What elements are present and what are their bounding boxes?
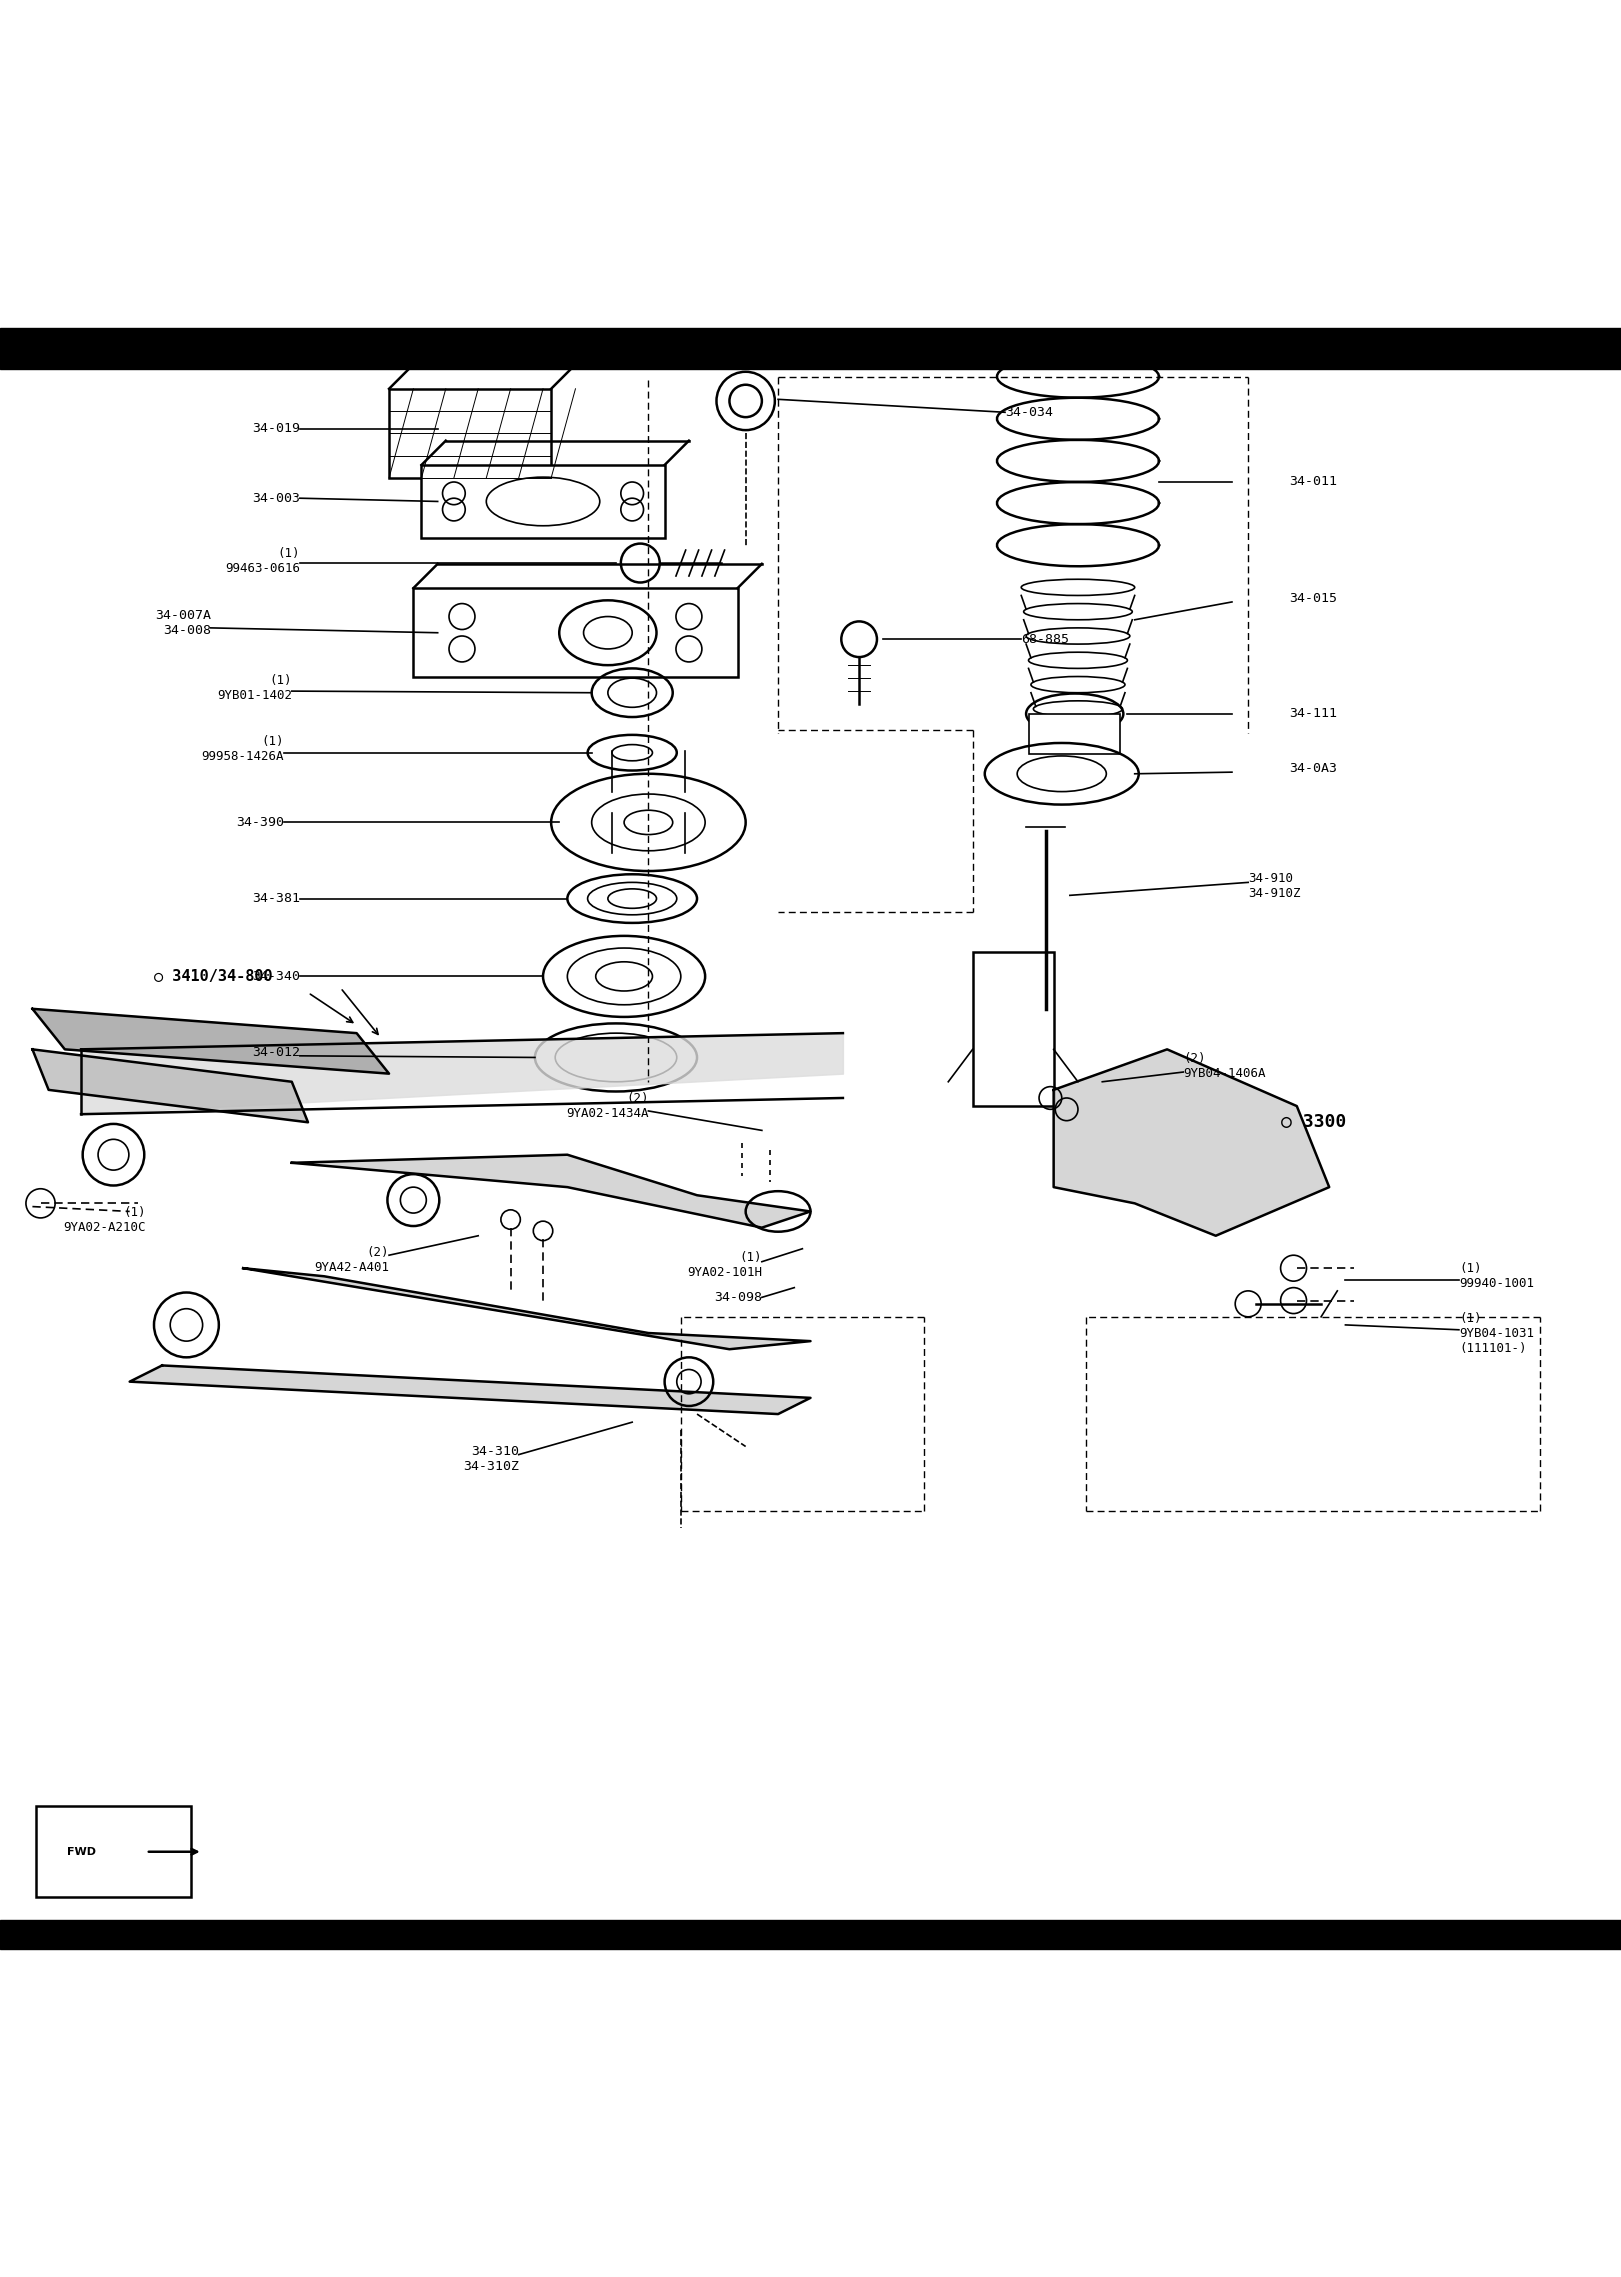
Text: 34-098: 34-098 bbox=[713, 1291, 762, 1305]
Text: (2)
9YA42-A401: (2) 9YA42-A401 bbox=[314, 1246, 389, 1275]
Text: 34-381: 34-381 bbox=[251, 893, 300, 904]
Text: 34-310
34-310Z: 34-310 34-310Z bbox=[462, 1446, 519, 1473]
Text: (2)
9YB04-1406A: (2) 9YB04-1406A bbox=[1183, 1052, 1266, 1079]
Text: 34-011: 34-011 bbox=[1289, 476, 1337, 490]
FancyBboxPatch shape bbox=[421, 465, 665, 537]
Text: 34-0A3: 34-0A3 bbox=[1289, 763, 1337, 776]
Text: 34-007A
34-008: 34-007A 34-008 bbox=[154, 608, 211, 638]
Polygon shape bbox=[243, 1268, 810, 1350]
Polygon shape bbox=[32, 1050, 308, 1123]
Text: (2)
9YA02-1434A: (2) 9YA02-1434A bbox=[566, 1093, 648, 1120]
Text: 34-111: 34-111 bbox=[1289, 708, 1337, 720]
Text: 34-012: 34-012 bbox=[251, 1045, 300, 1059]
FancyBboxPatch shape bbox=[389, 389, 551, 478]
Text: 34-019: 34-019 bbox=[251, 421, 300, 435]
Text: (1)
9YB01-1402: (1) 9YB01-1402 bbox=[217, 674, 292, 701]
Text: 34-390: 34-390 bbox=[235, 815, 284, 829]
Text: 34-003: 34-003 bbox=[251, 492, 300, 505]
Text: (1)
99463-0616: (1) 99463-0616 bbox=[225, 546, 300, 576]
Bar bbox=[0, 1920, 1621, 1949]
Text: (1)
99958-1426A: (1) 99958-1426A bbox=[201, 735, 284, 763]
FancyBboxPatch shape bbox=[973, 952, 1054, 1107]
Text: (1)
99940-1001: (1) 99940-1001 bbox=[1459, 1261, 1533, 1291]
Text: 34-015: 34-015 bbox=[1289, 592, 1337, 606]
Polygon shape bbox=[130, 1366, 810, 1414]
Text: (1)
9YA02-101H: (1) 9YA02-101H bbox=[687, 1250, 762, 1280]
Polygon shape bbox=[1054, 1050, 1329, 1236]
Text: 34-034: 34-034 bbox=[1005, 405, 1054, 419]
FancyBboxPatch shape bbox=[36, 1806, 191, 1897]
Text: (1)
9YB04-1031
(111101-): (1) 9YB04-1031 (111101-) bbox=[1459, 1312, 1533, 1355]
Polygon shape bbox=[32, 1009, 389, 1075]
Text: ○ 3410/34-800: ○ 3410/34-800 bbox=[154, 970, 272, 984]
Polygon shape bbox=[292, 1154, 810, 1227]
FancyBboxPatch shape bbox=[413, 587, 738, 676]
Text: 34-340: 34-340 bbox=[251, 970, 300, 984]
Text: FWD: FWD bbox=[66, 1847, 96, 1856]
Text: ○ 3300: ○ 3300 bbox=[1281, 1113, 1345, 1132]
FancyBboxPatch shape bbox=[1029, 713, 1120, 754]
Text: 34-910
34-910Z: 34-910 34-910Z bbox=[1248, 872, 1300, 899]
Text: 68-885: 68-885 bbox=[1021, 633, 1070, 647]
Text: (1)
9YA02-A210C: (1) 9YA02-A210C bbox=[63, 1205, 146, 1234]
Bar bbox=[0, 328, 1621, 369]
